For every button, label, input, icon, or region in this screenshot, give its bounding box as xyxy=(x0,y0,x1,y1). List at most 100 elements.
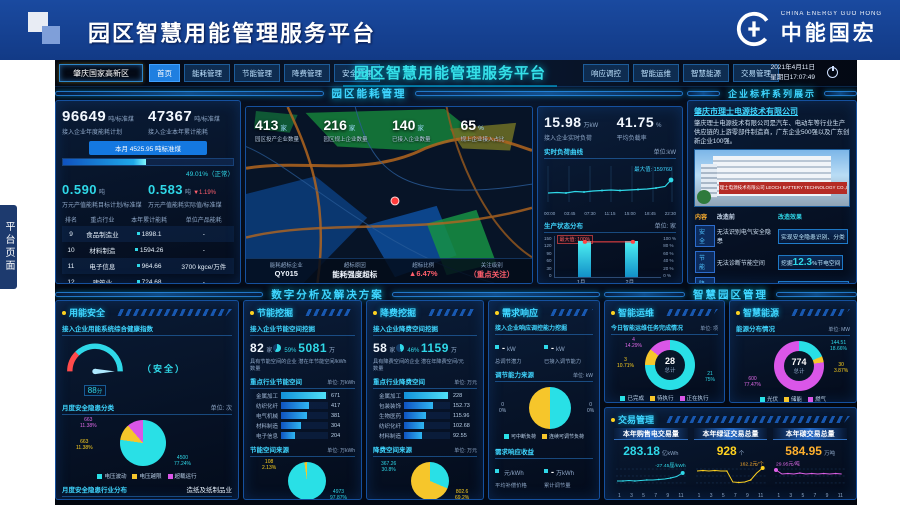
table-row: 安全 无法识别电气安全隐患 实现安全隐患识别、分类 xyxy=(694,223,850,249)
tab-smart-energy[interactable]: 智慧能源 xyxy=(683,64,729,82)
donut-graphic: 774 总计 xyxy=(774,341,824,391)
stripe-decoration xyxy=(662,309,718,316)
glow-line xyxy=(55,291,264,297)
prod-status-chart: 150 120 90 60 30 0 最大值: 100% 100 % 80 % 60 % 40 … xyxy=(544,235,676,278)
progress-fill xyxy=(63,159,147,165)
glow-line xyxy=(776,291,857,297)
side-tab-platform-page[interactable]: 平台页面 xyxy=(0,205,17,289)
tag-safety: 安全 xyxy=(695,225,715,248)
app-header: 园区智慧用能管理服务平台 CHINA ENERGY GUO HONG 中能国宏 xyxy=(0,0,900,60)
section-header-energy: 园区能耗管理 xyxy=(55,87,683,100)
panel-demand-response: 需求响应 接入企业响应调控能力挖掘 - kW 总调节潜力 - kW 已接入调节能力 … xyxy=(488,300,600,500)
tab-energy-mgmt[interactable]: 能耗管理 xyxy=(184,64,230,82)
panel-saving-mining: 节能挖掘 接入企业节能空间挖掘 82 家 59% 具有节能空间的企业数量 5081 万… xyxy=(243,300,362,500)
stripe-decoration xyxy=(787,309,850,316)
brand: CHINA ENERGY GUO HONG 中能国宏 xyxy=(735,10,882,48)
hazard-pie-chart: 663 11.38% 663 11.38% 4500 77.24% xyxy=(76,417,191,467)
cost-sub-title: 接入企业降费空间挖掘 xyxy=(373,326,438,333)
kpi-intensity-actual: 0.583 吨 ▼1.19% 万元产值能耗实际值/标准煤 xyxy=(148,182,222,209)
kpi-ytd-actual: 47367 吨/标准煤 接入企业本年累计能耗 xyxy=(148,108,220,136)
dashboard: 肇庆国家高新区 首页 能耗管理 节能管理 降费管理 安全管理 园区智慧用能管理服… xyxy=(55,60,857,505)
tree-graphic xyxy=(697,190,711,205)
panel-title: 节能挖掘 xyxy=(257,308,294,318)
tab-trade-mgmt[interactable]: 交易管理 xyxy=(733,64,779,82)
kpi-intensity-target: 0.590 吨 万元产值能耗目标计划/标准煤 xyxy=(62,182,142,209)
bar xyxy=(404,392,448,399)
tab-safety-mgmt[interactable]: 安全管理 xyxy=(334,64,380,82)
retrofit-table: 内容 改造前 改造效果 安全 无法识别电气安全隐患 实现安全隐患识别、分类 节能… xyxy=(694,210,850,283)
panel-smart-energy: 智慧能源 能源分布情况 单位: MW 774 总计 144.51 18.66% 30 3… xyxy=(729,300,857,403)
tab-response-control[interactable]: 响应调控 xyxy=(583,64,629,82)
kpi-saving-count: 82 家 59% 具有节能空间的企业数量 xyxy=(250,341,297,372)
pie-graphic xyxy=(288,462,326,499)
kpi-total-adjust: - 万kWh 累计调节量 xyxy=(544,467,575,489)
pie-graphic xyxy=(120,420,166,466)
ops-sub-title: 今日智能运维任务完成情况 xyxy=(611,326,684,332)
glow-line xyxy=(604,291,685,297)
over-limit-alert-bar: 能耗超标企业 超标原因 超标比例 关注级别 QY015 能耗强度超标 ▲6.47% … xyxy=(246,258,532,283)
gauge-status: （安全） xyxy=(142,364,187,374)
company-name-link[interactable]: 肇庆市理士电源技术有限公司 xyxy=(694,107,798,116)
stat-enterprises-connected: 140 家已接入企业数量 xyxy=(392,117,431,143)
panel-energy-safety: 用能安全 接入企业用能系统综合健康指数 88分 （安全） 月度安全隐患分类 单位:… xyxy=(55,300,239,500)
prod-red-line xyxy=(582,239,635,244)
app-title: 园区智慧用能管理服务平台 xyxy=(88,21,377,46)
alert-reason: 能耗强度超标 xyxy=(332,270,378,279)
table-row: 节能 无法诊断节能空间 挖掘12.3%节电空间 xyxy=(694,249,850,275)
load-max-label: 最大值: 159760 xyxy=(634,165,672,173)
panel-cost-mining: 降费挖掘 接入企业降费空间挖掘 58 家 46% 具有降费空间的企业数量 1159 万… xyxy=(366,300,484,500)
tab-cost-mgmt[interactable]: 降费管理 xyxy=(284,64,330,82)
glow-line xyxy=(824,90,857,96)
section-header-smartpark: 智慧园区管理 xyxy=(604,288,857,301)
panel-title: 用能安全 xyxy=(69,308,106,318)
stripe-decoration xyxy=(662,416,850,423)
health-gauge: 88分 （安全） xyxy=(62,339,232,398)
park-map[interactable] xyxy=(246,107,532,283)
tab-saving-mgmt[interactable]: 节能管理 xyxy=(234,64,280,82)
power-icon[interactable] xyxy=(827,66,838,78)
panel-title: 降费挖掘 xyxy=(380,308,417,318)
panel-energy-overview: 96649 吨/标准煤 接入企业年度能耗计划 47367 吨/标准煤 接入企业本年累… xyxy=(55,100,241,284)
kpi-saving-amount: 5081 万 潜在年节能空间/kWh xyxy=(298,341,347,365)
bar xyxy=(281,392,327,399)
kpi-connected-capacity: - kW 已接入调节能力 xyxy=(544,343,582,365)
prod-max-label: 最大值: 100% xyxy=(556,235,594,244)
dot-icon xyxy=(136,264,140,268)
company-photo: 肇庆理士电源技术有限公司 LEOCH BATTERY TECHNOLOGY CO… xyxy=(694,149,850,208)
progress-bar xyxy=(62,158,234,166)
svg-text:-27.45厘/kWh: -27.45厘/kWh xyxy=(655,463,686,469)
table-row: 11 电子信息 964.66 3700 kgce/万件 xyxy=(62,258,234,274)
cost-pie-chart: 367.26 30.8% 802.6 69.2% xyxy=(381,461,470,500)
saving-bar-chart: 金属加工 671 纺织化纤 417 电气机械 381 材料制造 304 电子信息 204 xyxy=(255,392,341,440)
saving-bars-title: 重点行业节能空间 xyxy=(250,379,302,386)
kpi-cost-count: 58 家 46% 具有降费空间的企业数量 xyxy=(373,341,420,372)
bar xyxy=(281,422,302,429)
legend-item: 已完成 xyxy=(620,394,644,402)
brand-logo-icon xyxy=(736,11,771,47)
section-header-benchmark: 企业标杆系列展示 xyxy=(687,87,857,99)
stat-enterprises-large: 216 家园区规上企业数量 xyxy=(323,117,368,143)
health-index-title: 接入企业用能系统综合健康指数 xyxy=(62,326,153,333)
dist-sub-title: 能源分布情况 xyxy=(736,326,775,333)
date-label: 2021年4月11日 xyxy=(770,64,815,71)
tab-home[interactable]: 首页 xyxy=(149,64,180,82)
stripe-decoration xyxy=(113,309,232,316)
ratio-icon xyxy=(273,343,282,352)
trade-block-power: 本年购售电交易量 283.18 亿kWh -27.45厘/kWh 1 3 5 7 9 11 … xyxy=(611,428,691,499)
month-tooltip: 本月 4525.95 吨标准煤 xyxy=(89,141,207,155)
alert-company: QY015 xyxy=(274,269,298,278)
alert-level: （重点关注） xyxy=(469,270,515,279)
panel-title: 交易管理 xyxy=(618,415,655,425)
glow-line xyxy=(391,291,600,297)
income-title: 需求响应收益 xyxy=(495,449,534,456)
table-row: 10 材料制造 1594.26- xyxy=(67,246,205,256)
tag-cost: 降费 xyxy=(695,277,715,283)
dash-icon xyxy=(544,468,548,473)
region-selector[interactable]: 肇庆国家高新区 xyxy=(59,64,143,82)
prod-bar-jan xyxy=(577,241,591,277)
tab-smart-ops[interactable]: 智能运维 xyxy=(633,64,679,82)
stripe-decoration xyxy=(424,309,477,316)
delta-down: ▼1.19% xyxy=(193,190,217,196)
legend-item: 电压波动 xyxy=(97,472,126,480)
hazard-industry-title: 月度安全隐患行业分布 xyxy=(62,487,127,494)
